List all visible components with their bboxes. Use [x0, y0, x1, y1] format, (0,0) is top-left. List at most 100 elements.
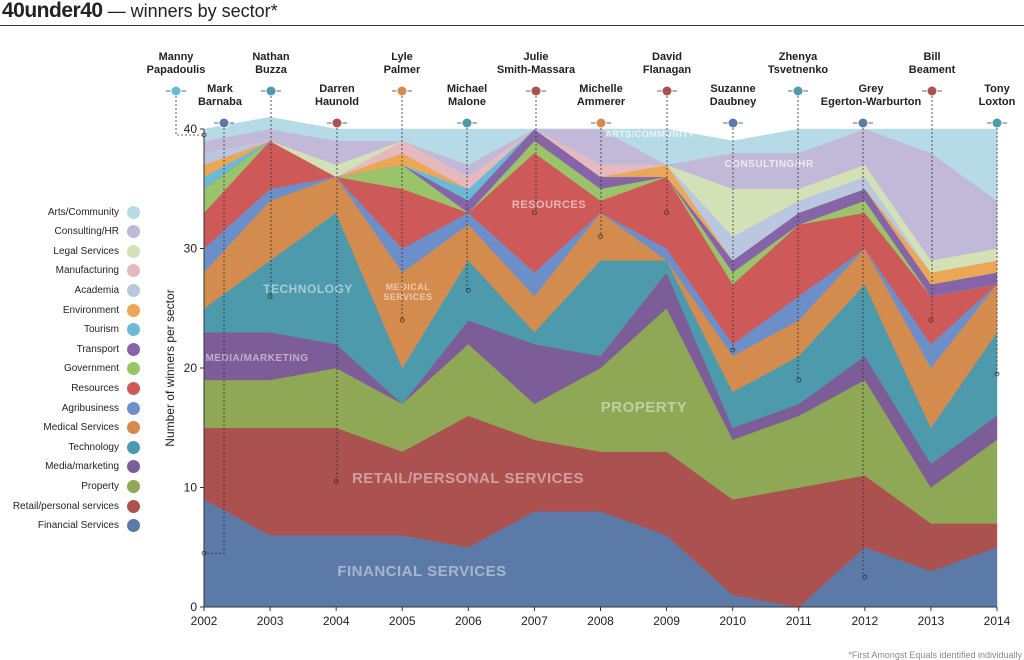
area-label-financial-services: FINANCIAL SERVICES: [337, 563, 506, 580]
winner-name: Lyle: [391, 51, 413, 63]
x-tick-label: 2004: [323, 614, 350, 628]
title-subtitle: — winners by sector*: [102, 1, 278, 21]
winner-name: Mark: [207, 83, 234, 95]
winner-name: Michelle: [579, 83, 622, 95]
winner-name: Loxton: [979, 96, 1016, 108]
legend-item-technology: Technology: [68, 439, 140, 455]
winner-point: [465, 287, 471, 293]
winner-marker-dot: [595, 117, 607, 129]
winner-marker-dot: [265, 85, 277, 97]
winner-marker-dot: [170, 85, 182, 97]
winner-name: Julie: [523, 51, 548, 63]
winner-marker-dot: [396, 85, 408, 97]
legend-label: Resources: [71, 382, 119, 394]
legend-item-media-marketing: Media/marketing: [45, 459, 140, 475]
winner-marker-dot: [857, 117, 869, 129]
legend-label: Legal Services: [53, 245, 119, 257]
y-tick-label: 40: [184, 122, 198, 136]
area-label-retail-personal-services: RETAIL/PERSONAL SERVICES: [352, 470, 584, 487]
legend-label: Consulting/HR: [54, 226, 119, 238]
winner-name: Smith-Massara: [497, 64, 576, 76]
legend-swatch: [127, 479, 140, 493]
legend-item-consulting-hr: Consulting/HR: [55, 224, 140, 240]
legend-item-environment: Environment: [63, 302, 140, 318]
winner-marker-dot: [461, 117, 473, 129]
y-tick-label: 30: [184, 242, 198, 256]
legend-swatch: [127, 381, 140, 395]
legend-label: Agribusiness: [61, 402, 119, 414]
winner-name: Manny: [159, 51, 195, 63]
winner-point: [201, 550, 207, 556]
winner-name: Flanagan: [643, 64, 692, 76]
legend-swatch: [127, 323, 140, 337]
x-tick-label: 2014: [984, 614, 1011, 628]
legend-label: Academia: [74, 284, 119, 296]
winner-point: [862, 574, 868, 580]
winner-name: Malone: [448, 96, 486, 108]
x-tick-label: 2003: [257, 614, 284, 628]
legend-label: Tourism: [83, 324, 119, 336]
winner-marker-dot: [218, 117, 230, 129]
area-label-medical: MEDICAL: [386, 282, 431, 292]
x-tick-label: 2010: [719, 614, 746, 628]
winner-point: [928, 317, 934, 323]
winner-marker-dot: [926, 85, 938, 97]
winner-name: Suzanne: [710, 83, 755, 95]
winner-name: Zhenya: [779, 51, 818, 63]
winner-name: Daubney: [710, 96, 757, 108]
chart-title: 40under40 — winners by sector*: [2, 0, 278, 23]
legend-item-government: Government: [64, 361, 140, 377]
legend-item-property: Property: [81, 478, 140, 494]
legend-label: Medical Services: [43, 422, 119, 434]
winner-name: Tony: [984, 83, 1010, 95]
y-axis-title: Number of winners per sector: [163, 289, 177, 446]
winner-marker-dot: [991, 117, 1003, 129]
winner-name: Nathan: [252, 51, 290, 63]
winner-name: Barnaba: [198, 96, 243, 108]
legend-label: Manufacturing: [55, 265, 119, 277]
legend-label: Technology: [68, 441, 119, 453]
x-tick-label: 2012: [851, 614, 878, 628]
x-tick-label: 2007: [521, 614, 548, 628]
area-label-services: SERVICES: [383, 292, 432, 302]
winner-leader-line: [175, 96, 204, 136]
legend-swatch: [127, 264, 140, 278]
winner-name: Tsvetnenko: [768, 64, 829, 76]
legend-swatch: [127, 244, 140, 258]
legend-swatch: [127, 342, 140, 356]
winner-name: Egerton-Warburton: [821, 96, 922, 108]
winner-point: [201, 132, 207, 138]
area-label-arts-community: ARTS/COMMUNITY: [605, 129, 695, 139]
legend-swatch: [127, 421, 140, 435]
legend-swatch: [127, 205, 140, 219]
legend-item-retail-personal-services: Retail/personal services: [13, 498, 140, 514]
legend-swatch: [127, 303, 140, 317]
area-label-technology: TECHNOLOGY: [263, 282, 353, 296]
legend-swatch: [127, 362, 140, 376]
x-tick-label: 2006: [455, 614, 482, 628]
winner-name: Michael: [447, 83, 487, 95]
y-tick-label: 10: [184, 481, 198, 495]
winner-name: Papadoulis: [147, 64, 206, 76]
legend-label: Arts/Community: [47, 206, 119, 218]
legend-item-manufacturing: Manufacturing: [56, 263, 140, 279]
winner-point: [994, 371, 1000, 377]
y-tick-label: 20: [184, 361, 198, 375]
legend-item-arts-community: Arts/Community: [48, 204, 140, 220]
title-main: 40under40: [2, 0, 103, 22]
winner-name: Grey: [858, 83, 884, 95]
legend-label: Retail/personal services: [12, 500, 119, 512]
x-tick-label: 2005: [389, 614, 416, 628]
winner-name: Beament: [909, 64, 956, 76]
x-tick-label: 2002: [191, 614, 218, 628]
legend-swatch: [127, 283, 140, 297]
winner-name: Ammerer: [577, 96, 626, 108]
winner-leader-line: [204, 128, 225, 554]
legend-item-transport: Transport: [77, 341, 140, 357]
legend-label: Media/marketing: [45, 461, 119, 473]
winner-point: [664, 210, 669, 216]
legend-swatch: [127, 460, 140, 474]
winner-marker-dot: [727, 117, 739, 129]
legend-label: Transport: [76, 343, 119, 355]
